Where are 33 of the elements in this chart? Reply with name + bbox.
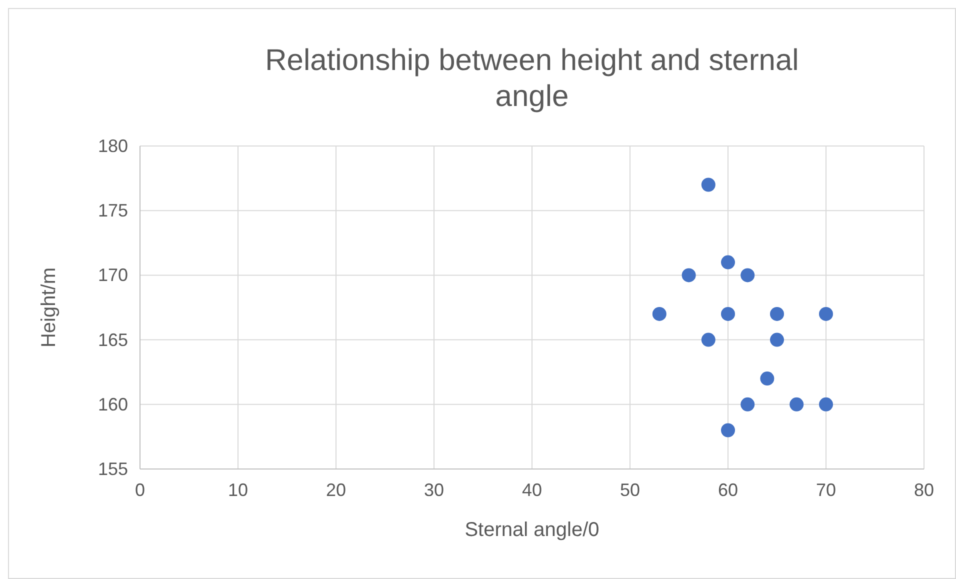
x-tick-label: 20: [326, 480, 346, 500]
y-tick-label: 165: [98, 330, 128, 350]
x-tick-label: 50: [620, 480, 640, 500]
y-axis-title: Height/m: [38, 267, 60, 348]
y-tick-label: 170: [98, 265, 128, 286]
point: [652, 306, 666, 321]
point: [760, 372, 774, 386]
point: [770, 306, 784, 321]
point: [740, 268, 755, 282]
y-tick-label: 180: [98, 136, 128, 156]
point: [701, 178, 716, 192]
x-axis-title: Sternal angle/0: [464, 519, 600, 541]
x-tick-label: 70: [816, 480, 836, 500]
point: [721, 423, 735, 438]
y-tick-label: 175: [98, 200, 128, 221]
x-tick-label: 60: [718, 480, 738, 500]
x-tick-label: 10: [228, 480, 248, 500]
x-tick-label: 80: [914, 480, 934, 500]
point: [701, 332, 716, 347]
y-tick-label: 160: [98, 394, 128, 414]
point: [790, 397, 804, 412]
chart-title: Relationship between height and sternal angle: [265, 44, 799, 113]
point: [721, 255, 735, 270]
point: [819, 306, 833, 321]
point: [770, 332, 784, 347]
x-tick-label: 30: [424, 480, 444, 500]
x-tick-label: 0: [134, 480, 146, 500]
y-tick-label: 155: [98, 459, 128, 479]
point: [740, 397, 755, 412]
x-tick-label: 40: [522, 480, 542, 500]
point: [819, 397, 833, 412]
point: [682, 268, 696, 282]
point: [721, 306, 735, 321]
